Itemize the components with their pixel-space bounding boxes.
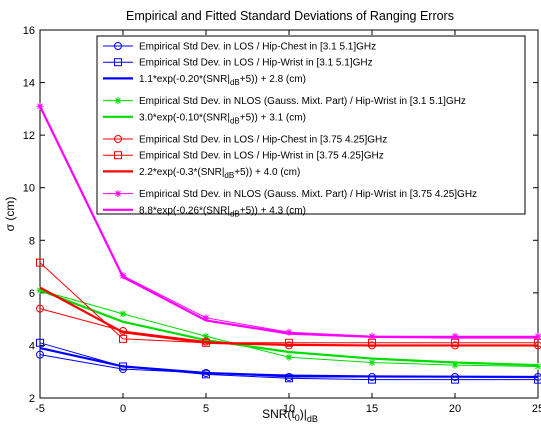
series-4 [39,289,539,367]
x-tick-label: 20 [449,403,461,415]
data-point [285,328,293,336]
data-point [36,338,44,347]
legend-label-part: +5)) + 4.0 (cm) [234,167,300,178]
series-line [39,286,538,347]
x-label-sub2: dB [307,414,318,424]
legend-label-part: 2.2*exp(-0.3*(SNR| [139,167,224,178]
x-label-tail: )| [300,407,307,421]
series-9 [39,105,538,339]
legend-label: Empirical Std Dev. in NLOS (Gauss. Mixt.… [139,96,466,107]
legend-item: 3.0*exp(-0.10*(SNR|dB+5)) + 3.1 (cm) [103,112,306,125]
legend-item: 1.1*exp(-0.20*(SNR|dB+5)) + 2.8 (cm) [103,74,306,87]
data-point [119,334,127,343]
legend-label-part: 8.8*exp(-0.26*(SNR| [139,205,230,216]
x-axis: -5 0 5 10 15 20 25 [35,30,541,415]
legend-label-part: 3.0*exp(-0.10*(SNR| [139,112,230,123]
legend-item: Empirical Std Dev. in NLOS (Gauss. Mixt.… [103,96,466,107]
y-tick-label: 6 [29,288,35,300]
legend-label: 3.0*exp(-0.10*(SNR|dB+5)) + 3.1 (cm) [139,112,306,125]
legend-item: Empirical Std Dev. in LOS / Hip-Chest in… [103,135,387,146]
y-tick-label: 16 [23,25,35,37]
data-point [114,190,122,198]
data-point [534,332,541,340]
legend-label: Empirical Std Dev. in LOS / Hip-Chest in… [139,42,376,53]
chart-title: Empirical and Fitted Standard Deviations… [126,9,454,23]
legend-label: Empirical Std Dev. in LOS / Hip-Chest in… [139,135,387,146]
legend-label-part: dB [224,171,234,180]
y-tick-label: 2 [29,393,35,405]
x-tick-label: 25 [532,403,541,415]
series-7 [39,286,538,347]
data-point [119,310,127,318]
y-tick-label: 12 [23,130,35,142]
y-axis: 2 4 6 8 10 12 14 16 [23,25,538,405]
data-point [451,332,459,340]
legend-label: 2.2*exp(-0.3*(SNR|dB+5)) + 4.0 (cm) [139,167,300,180]
legend-label: Empirical Std Dev. in LOS / Hip-Wrist in… [139,151,384,162]
x-label-main: SNR(t [262,407,295,421]
data-point [114,151,122,160]
legend-item: Empirical Std Dev. in LOS / Hip-Chest in… [103,42,376,53]
legend-item: 8.8*exp(-0.26*(SNR|dB+5)) + 4.3 (cm) [103,205,306,218]
x-tick-label: 0 [120,403,126,415]
series-line [39,346,539,379]
legend-box [96,35,526,215]
legend-label: 1.1*exp(-0.20*(SNR|dB+5)) + 2.8 (cm) [139,74,306,87]
data-point [451,361,459,369]
legend-label-part: 1.1*exp(-0.20*(SNR| [139,74,230,85]
legend-label-part: +5)) + 3.1 (cm) [240,112,306,123]
x-tick-label: 15 [366,403,378,415]
data-point [114,97,122,105]
data-point [36,350,44,359]
data-point [534,362,541,370]
series-line [39,262,538,344]
x-axis-label: SNR(t0)|dB [262,407,318,424]
legend-label: Empirical Std Dev. in NLOS (Gauss. Mixt.… [139,189,477,200]
y-axis-label: σ (cm) [3,197,17,232]
data-point [368,359,376,367]
x-tick-label: 5 [203,403,209,415]
data-point [202,370,210,379]
legend-label: 8.8*exp(-0.26*(SNR|dB+5)) + 4.3 (cm) [139,205,306,218]
y-tick-label: 14 [23,78,35,90]
data-point [202,332,210,340]
legend-item: Empirical Std Dev. in LOS / Hip-Wrist in… [103,58,373,69]
legend-item: 2.2*exp(-0.3*(SNR|dB+5)) + 4.0 (cm) [103,167,300,180]
data-point [36,258,44,267]
y-tick-label: 10 [23,183,35,195]
data-point [285,338,293,347]
legend-label-part: +5)) + 2.8 (cm) [240,74,306,85]
series-layer [36,102,541,384]
data-point [202,314,210,322]
x-label-sub: 0 [295,413,300,423]
y-tick-label: 4 [29,340,35,352]
legend-label-part: +5)) + 4.3 (cm) [240,205,306,216]
data-point [114,42,122,50]
legend-label-part: dB [230,209,240,218]
series-2 [39,346,539,379]
series-line [39,105,538,339]
data-point [114,135,122,143]
series-line [39,289,539,367]
legend-item: Empirical Std Dev. in LOS / Hip-Wrist in… [103,151,384,162]
legend-item: Empirical Std Dev. in NLOS (Gauss. Mixt.… [103,189,477,200]
x-tick-label: -5 [35,403,45,415]
data-point [36,304,44,313]
legend-label-part: dB [230,78,240,87]
x-tick-label: 10 [283,403,295,415]
legend-label: Empirical Std Dev. in LOS / Hip-Wrist in… [139,58,373,69]
legend: Empirical Std Dev. in LOS / Hip-Chest in… [96,35,526,218]
y-tick-label: 8 [29,235,35,247]
data-point [285,353,293,361]
legend-label-part: dB [230,116,240,125]
data-point [114,58,122,67]
